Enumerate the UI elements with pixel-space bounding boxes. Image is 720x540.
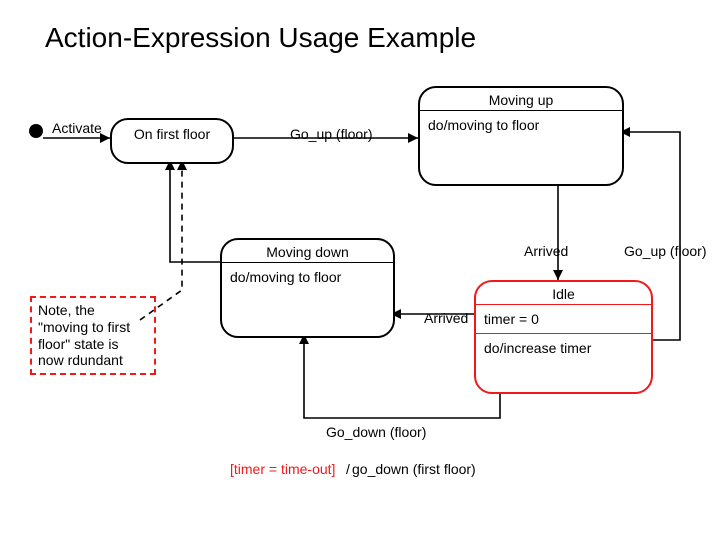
state-body: timer = 0 do/increase timer [476, 305, 651, 362]
note-box: Note, the "moving to first floor" state … [30, 296, 156, 375]
label-activate: Activate [52, 120, 102, 136]
state-label: On first floor [112, 120, 232, 148]
idle-divider [476, 333, 651, 334]
state-title: Moving down [222, 240, 393, 263]
state-idle: Idle timer = 0 do/increase timer [474, 280, 653, 394]
label-go-down: Go_down (floor) [326, 424, 426, 440]
idle-line1: timer = 0 [484, 311, 643, 327]
state-title: Idle [476, 282, 651, 305]
label-go-up-1: Go_up (floor) [290, 126, 372, 142]
label-bottom-action: go_down (first floor) [352, 461, 476, 477]
state-moving-up: Moving up do/moving to floor [418, 86, 624, 186]
initial-state-dot [29, 124, 43, 138]
label-bottom-guard: [timer = time-out] [230, 461, 335, 477]
note-line: floor" state is [38, 336, 148, 353]
idle-line2: do/increase timer [484, 340, 643, 356]
diagram-canvas: Action-Expression Usage Example On first… [0, 0, 720, 540]
state-on-first-floor: On first floor [110, 118, 234, 164]
state-title: Moving up [420, 88, 622, 111]
label-bottom-slash: / [346, 461, 350, 477]
state-body: do/moving to floor [222, 263, 393, 291]
label-go-up-2: Go_up (floor) [624, 243, 706, 259]
state-body: do/moving to floor [420, 111, 622, 139]
note-line: now rdundant [38, 352, 148, 369]
label-arrived-top: Arrived [524, 243, 568, 259]
label-arrived-left: Arrived [424, 310, 468, 326]
state-moving-down: Moving down do/moving to floor [220, 238, 395, 338]
note-line: Note, the [38, 302, 148, 319]
note-line: "moving to first [38, 319, 148, 336]
